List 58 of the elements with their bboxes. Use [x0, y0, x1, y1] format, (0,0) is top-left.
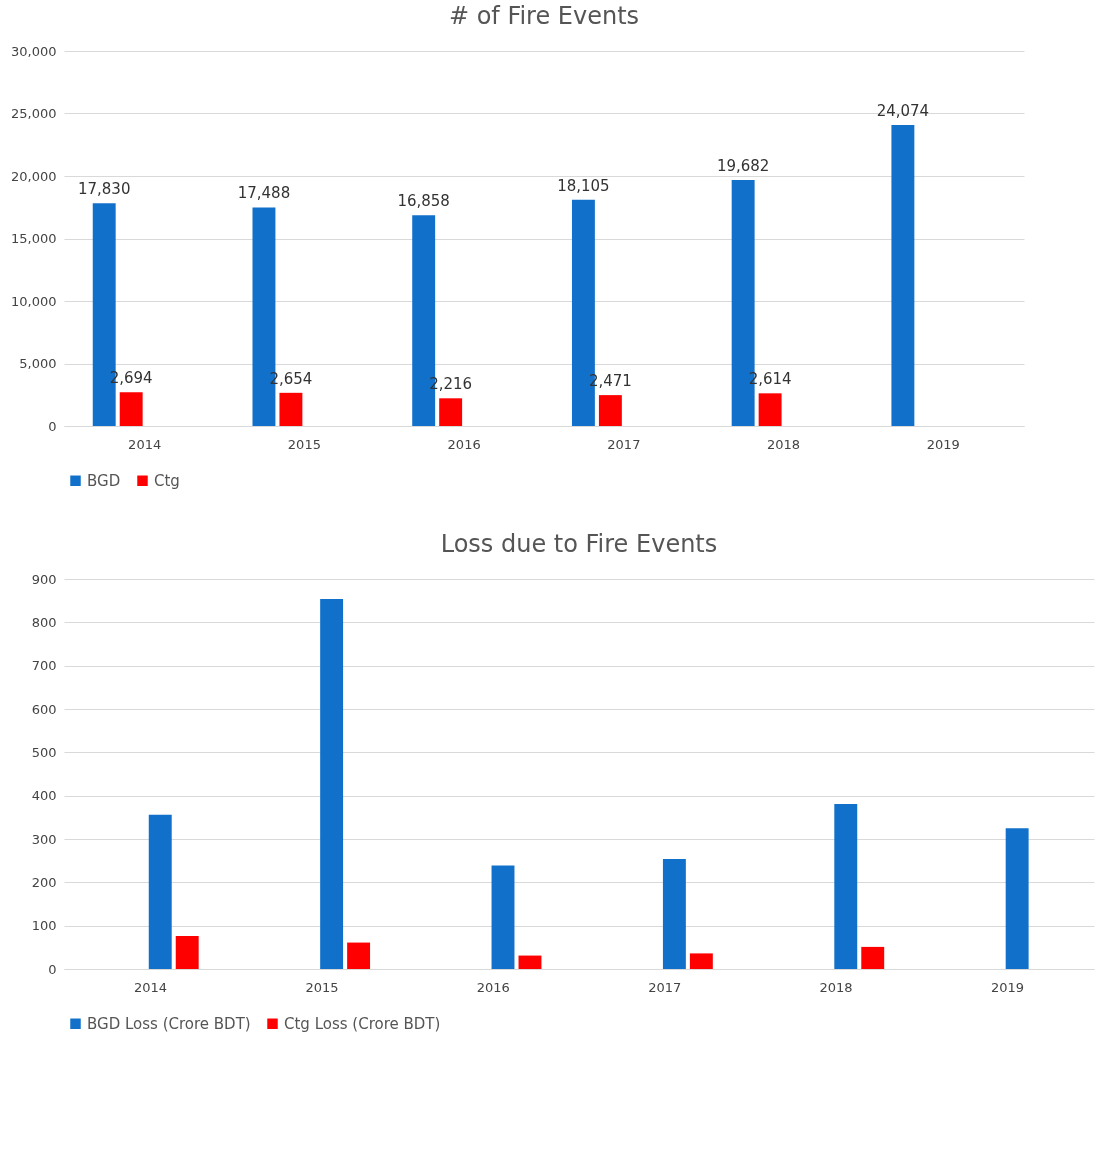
- y-tick-label: 15,000: [11, 231, 57, 246]
- bar: [175, 936, 199, 969]
- x-tick-label: 2018: [767, 436, 801, 452]
- y-tick-label: 300: [31, 831, 57, 847]
- y-tick-label: 0: [48, 418, 57, 434]
- bar: [119, 392, 143, 426]
- legend-label: BGD: [87, 471, 121, 490]
- bar: [758, 393, 782, 426]
- bar: [861, 946, 885, 969]
- x-tick-label: 2015: [305, 979, 339, 995]
- bar: [598, 395, 622, 426]
- y-tick-label: 25,000: [11, 106, 57, 121]
- data-label: 19,682: [716, 156, 770, 175]
- x-tick-label: 2019: [926, 436, 960, 452]
- bar: [148, 814, 172, 969]
- data-label: 17,488: [237, 184, 291, 203]
- bar: [491, 865, 515, 969]
- x-tick-label: 2017: [648, 979, 682, 995]
- y-tick-label: 600: [31, 701, 57, 717]
- y-tick-label: 20,000: [11, 168, 57, 184]
- y-tick-label: 30,000: [11, 43, 57, 59]
- x-tick-label: 2016: [447, 436, 481, 452]
- y-tick-label: 10,000: [11, 293, 57, 309]
- x-tick-label: 2017: [607, 436, 641, 452]
- bar: [891, 125, 915, 426]
- legend-label: Ctg Loss (Crore BDT): [284, 1014, 441, 1033]
- legend-label: Ctg: [154, 471, 180, 490]
- data-label: 24,074: [876, 102, 930, 121]
- bar: [1005, 828, 1029, 969]
- x-tick-label: 2019: [990, 979, 1024, 995]
- y-tick-label: 200: [31, 874, 57, 890]
- y-tick-label: 400: [31, 788, 57, 804]
- y-tick-label: 0: [48, 961, 57, 977]
- y-tick-label: 500: [31, 744, 57, 760]
- x-tick-label: 2014: [134, 979, 168, 995]
- x-tick-label: 2014: [128, 436, 162, 452]
- bar: [279, 392, 303, 426]
- bar: [689, 953, 713, 969]
- y-tick-label: 5,000: [19, 356, 57, 371]
- data-label: 17,830: [77, 180, 131, 199]
- chart-title: # of Fire Events: [448, 2, 640, 30]
- y-tick-label: 800: [31, 614, 57, 630]
- y-tick-label: 900: [31, 571, 57, 587]
- bar: [834, 803, 858, 969]
- bar: [347, 942, 371, 969]
- bar: [320, 598, 344, 969]
- x-tick-label: 2018: [819, 979, 853, 995]
- bar: [439, 398, 463, 426]
- data-label: 16,858: [397, 192, 450, 211]
- legend-label: BGD Loss (Crore BDT): [87, 1014, 251, 1033]
- x-tick-label: 2015: [287, 436, 321, 452]
- x-tick-label: 2016: [476, 979, 510, 995]
- bar: [518, 955, 542, 969]
- y-tick-label: 100: [31, 918, 57, 934]
- bar: [662, 858, 686, 969]
- chart-title: Loss due to Fire Events: [440, 530, 718, 558]
- y-tick-label: 700: [31, 658, 57, 674]
- data-label: 18,105: [557, 176, 610, 195]
